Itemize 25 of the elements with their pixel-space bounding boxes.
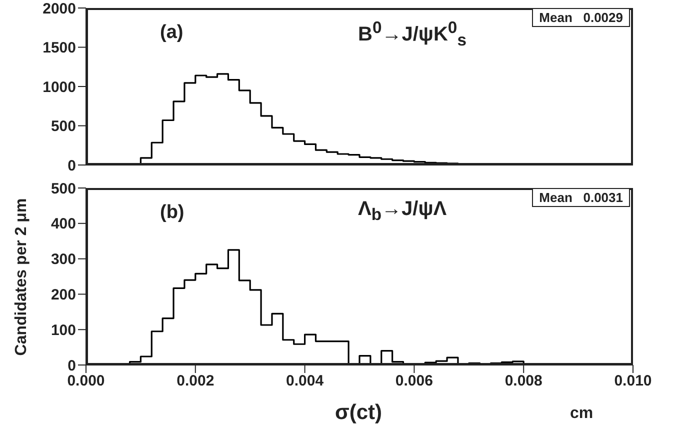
y-tick-label: 0 <box>68 157 76 174</box>
annotation: Mean 0.0031 <box>532 188 630 207</box>
y-tick-label: 2000 <box>42 0 76 18</box>
y-tick-label: 400 <box>50 216 76 233</box>
text: cm <box>570 405 594 423</box>
y-axis-title: Candidates per 2 μm <box>13 198 31 356</box>
y-tick-label: 500 <box>50 118 76 136</box>
y-tick-label: 500 <box>50 180 76 198</box>
x-tick-label: 0.004 <box>286 372 324 390</box>
annotation: Λ$_{b}$→J/ψΛ <box>358 198 447 225</box>
x-tick-label: 0.002 <box>176 372 214 390</box>
y-tick-label: 1500 <box>42 40 76 57</box>
y-tick-label: 300 <box>50 251 76 268</box>
annotation: (a) <box>160 22 184 44</box>
y-tick-label: 200 <box>50 286 76 304</box>
annotation: (b) <box>160 202 184 224</box>
y-tick-label: 1000 <box>42 78 76 96</box>
annotation: Mean 0.0029 <box>532 8 630 27</box>
y-tick-label: 0 <box>68 357 76 374</box>
x-tick-label: 0.008 <box>504 372 542 390</box>
x-tick-label: 0.010 <box>614 372 652 390</box>
x-tick-label: 0.000 <box>67 372 105 390</box>
y-tick-label: 100 <box>50 322 76 339</box>
x-tick-label: 0.006 <box>395 372 433 390</box>
x-axis-title: σ(ct) <box>334 401 382 424</box>
